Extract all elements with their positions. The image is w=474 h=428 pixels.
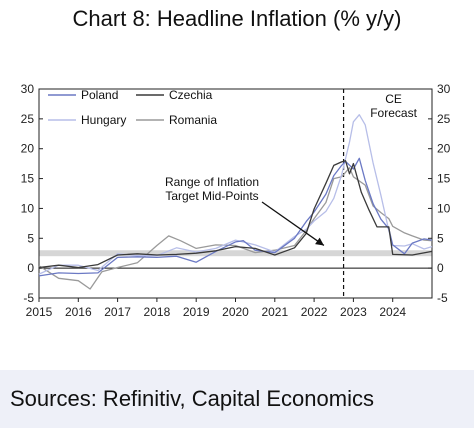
y-tick-label-right: 25: [437, 112, 451, 126]
x-tick-label: 2023: [340, 305, 367, 319]
x-tick-label: 2020: [222, 305, 249, 319]
target-band: [39, 250, 432, 257]
annotation-label: Target Mid-Points: [165, 189, 258, 203]
y-tick-label-right: 20: [437, 142, 451, 156]
forecast-label: CE: [385, 92, 402, 106]
x-tick-label: 2022: [301, 305, 328, 319]
y-tick-label-left: 0: [27, 261, 34, 275]
y-tick-label-left: 5: [27, 231, 34, 245]
y-tick-label-left: 30: [21, 82, 35, 96]
legend-label-hungary: Hungary: [81, 113, 126, 127]
annotation-label: Range of Inflation: [165, 175, 259, 189]
x-tick-label: 2017: [104, 305, 131, 319]
y-tick-label-left: 25: [21, 112, 35, 126]
y-tick-label-right: 0: [437, 261, 444, 275]
y-tick-label-left: 15: [21, 172, 35, 186]
x-tick-label: 2021: [261, 305, 288, 319]
source-text: Sources: Refinitiv, Capital Economics: [10, 386, 374, 411]
y-tick-label-left: 10: [21, 201, 35, 215]
y-tick-label-left: 20: [21, 142, 35, 156]
x-tick-label: 2019: [183, 305, 210, 319]
x-tick-label: 2018: [144, 305, 171, 319]
forecast-label: Forecast: [370, 106, 417, 120]
x-tick-label: 2024: [379, 305, 406, 319]
legend-label-poland: Poland: [81, 88, 118, 102]
chart-title: Chart 8: Headline Inflation (% y/y): [72, 6, 402, 31]
x-tick-label: 2016: [65, 305, 92, 319]
y-tick-label-right: 30: [437, 82, 451, 96]
y-tick-label-right: 15: [437, 172, 451, 186]
y-tick-label-left: -5: [23, 291, 34, 305]
source-bar: Sources: Refinitiv, Capital Economics: [0, 370, 474, 428]
y-tick-label-right: -5: [437, 291, 448, 305]
y-tick-label-right: 5: [437, 231, 444, 245]
x-tick-label: 2015: [26, 305, 53, 319]
series-line-romania: [38, 167, 433, 290]
y-tick-label-right: 10: [437, 201, 451, 215]
annotation-arrow-head: [315, 237, 324, 246]
legend-label-romania: Romania: [169, 113, 217, 127]
legend-label-czechia: Czechia: [169, 88, 213, 102]
annotation-arrow: [261, 201, 325, 246]
